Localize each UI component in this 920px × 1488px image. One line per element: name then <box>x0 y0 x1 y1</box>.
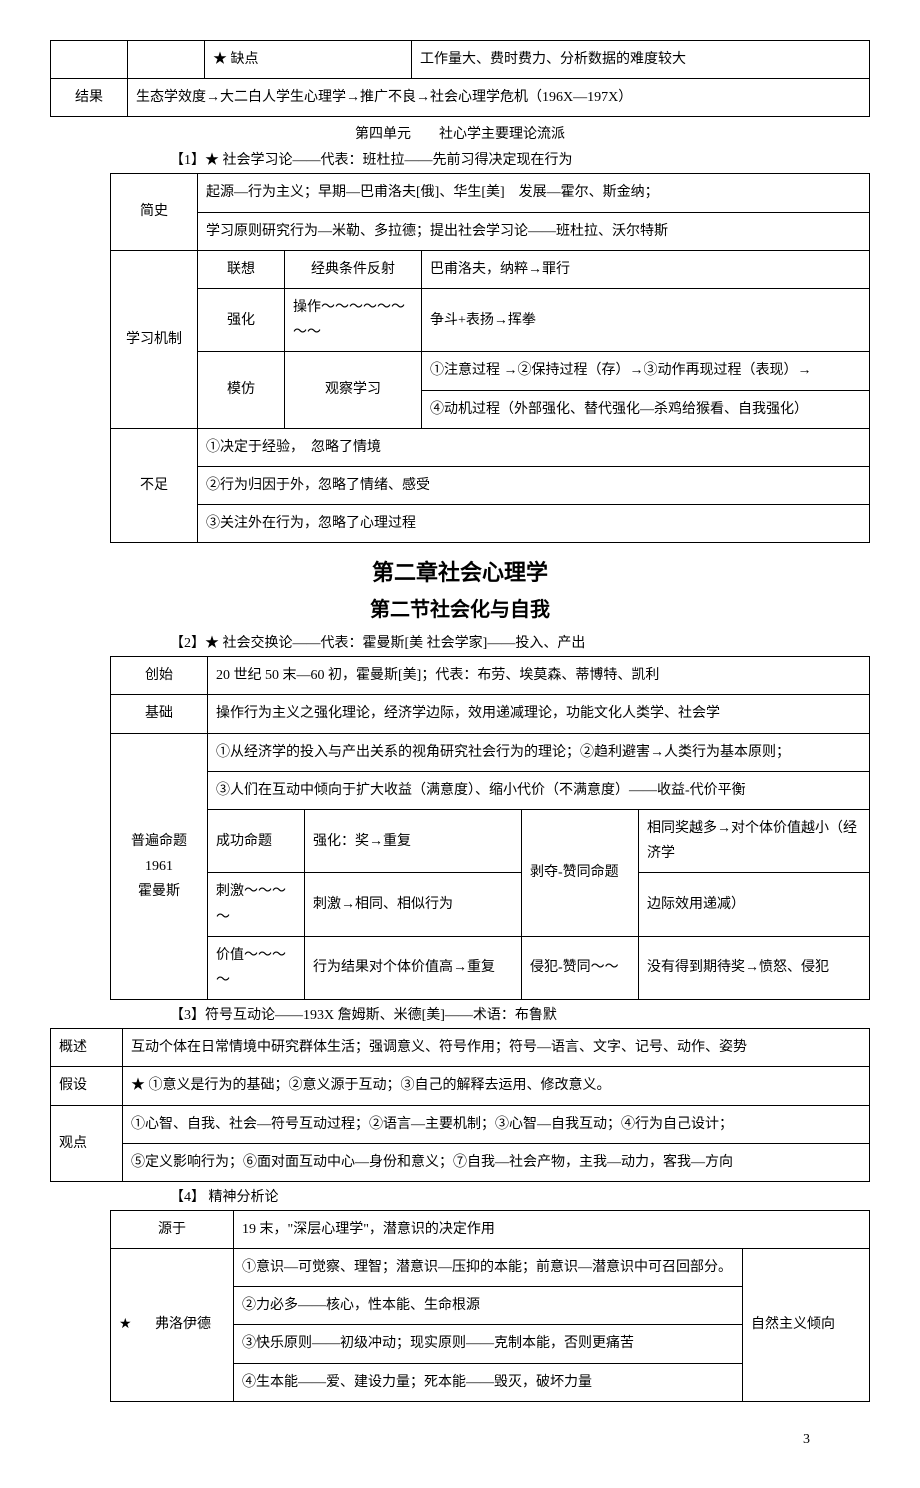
label: 普遍命题 <box>131 834 187 849</box>
cell: 刺激→相同、相似行为 <box>305 873 522 936</box>
cell: 概述 <box>51 1029 123 1067</box>
cell: 弗洛伊德 <box>147 1249 234 1402</box>
cell: 行为结果对个体价值高→重复 <box>305 936 522 999</box>
page-number: 3 <box>50 1432 870 1448</box>
top-table: ★ 缺点 工作量大、费时费力、分析数据的难度较大 结果 生态学效度→大二白人学生… <box>50 40 870 117</box>
cell: 结果 <box>51 79 128 117</box>
cell: 19 末，"深层心理学"，潜意识的决定作用 <box>234 1210 870 1248</box>
cell: ③人们在互动中倾向于扩大收益（满意度）、缩小代价（不满意度）——收益-代价平衡 <box>208 771 870 809</box>
cell: ①从经济学的投入与产出关系的视角研究社会行为的理论；②趋利避害→人类行为基本原则… <box>208 733 870 771</box>
label: 霍曼斯 <box>138 884 180 899</box>
section3-table: 概述 互动个体在日常情境中研究群体生活；强调意义、符号作用；符号—语言、文字、记… <box>50 1028 870 1182</box>
chapter-title: 第二章社会心理学 <box>50 555 870 587</box>
cell: ★ 缺点 <box>205 41 412 79</box>
cell: ④生本能——爱、建设力量；死本能——毁灭，破坏力量 <box>234 1363 743 1401</box>
cell: 成功命题 <box>208 810 305 873</box>
cell: 强化：奖→重复 <box>305 810 522 873</box>
cell: 经典条件反射 <box>285 250 422 288</box>
cell: ②行为归因于外，忽略了情绪、感受 <box>198 466 870 504</box>
cell: 剥夺-赞同命题 <box>522 810 639 937</box>
section4-table: 源于 19 末，"深层心理学"，潜意识的决定作用 ★ 弗洛伊德 ①意识—可觉察、… <box>110 1210 870 1402</box>
cell: ④动机过程（外部强化、替代强化—杀鸡给猴看、自我强化） <box>422 390 870 428</box>
cell: 创始 <box>111 657 208 695</box>
cell: 自然主义倾向 <box>743 1249 870 1402</box>
cell: 学习原则研究行为—米勒、多拉德；提出社会学习论——班杜拉、沃尔特斯 <box>198 212 870 250</box>
cell: 没有得到期待奖→愤怒、侵犯 <box>639 936 870 999</box>
cell: 观点 <box>51 1105 123 1181</box>
cell: 操作～～～～～～～～ <box>285 288 422 351</box>
cell: 假设 <box>51 1067 123 1105</box>
cell: 边际效用递减） <box>639 873 870 936</box>
cell: ①注意过程 →②保持过程（存）→③动作再现过程（表现）→ <box>422 352 870 390</box>
cell: ⑤定义影响行为；⑥面对面互动中心—身份和意义；⑦自我—社会产物，主我—动力，客我… <box>123 1143 870 1181</box>
cell: 简史 <box>111 174 198 250</box>
section4-caption: 【4】 精神分析论 <box>170 1186 870 1206</box>
cell: ①意识—可觉察、理智；潜意识—压抑的本能；前意识—潜意识中可召回部分。 <box>234 1249 743 1287</box>
section2-table: 创始 20 世纪 50 末—60 初，霍曼斯[美]；代表：布劳、埃莫森、蒂博特、… <box>110 656 870 1000</box>
cell: 工作量大、费时费力、分析数据的难度较大 <box>412 41 870 79</box>
cell: 模仿 <box>198 352 285 428</box>
cell <box>128 41 205 79</box>
cell: 源于 <box>111 1210 234 1248</box>
cell: 巴甫洛夫，纳粹→罪行 <box>422 250 870 288</box>
section1-table: 简史 起源—行为主义；早期—巴甫洛夫[俄]、华生[美] 发展—霍尔、斯金纳； 学… <box>110 173 870 543</box>
section2-caption: 【2】★ 社会交换论——代表：霍曼斯[美 社会学家]——投入、产出 <box>170 632 870 652</box>
cell: 操作行为主义之强化理论，经济学边际，效用递减理论，功能文化人类学、社会学 <box>208 695 870 733</box>
cell: 20 世纪 50 末—60 初，霍曼斯[美]；代表：布劳、埃莫森、蒂博特、凯利 <box>208 657 870 695</box>
label: 1961 <box>145 859 173 874</box>
cell: 互动个体在日常情境中研究群体生活；强调意义、符号作用；符号—语言、文字、记号、动… <box>123 1029 870 1067</box>
cell: 生态学效度→大二白人学生心理学→推广不良→社会心理学危机（196X—197X） <box>128 79 870 117</box>
cell: 基础 <box>111 695 208 733</box>
unit-title: 第四单元 社心学主要理论流派 <box>50 123 870 143</box>
section1-caption: 【1】★ 社会学习论——代表：班杜拉——先前习得决定现在行为 <box>170 149 870 169</box>
section3-caption: 【3】符号互动论——193X 詹姆斯、米德[美]——术语：布鲁默 <box>170 1004 870 1024</box>
cell: 学习机制 <box>111 250 198 428</box>
cell: 普遍命题 1961 霍曼斯 <box>111 733 208 1000</box>
cell: 联想 <box>198 250 285 288</box>
cell: 起源—行为主义；早期—巴甫洛夫[俄]、华生[美] 发展—霍尔、斯金纳； <box>198 174 870 212</box>
cell: ①决定于经验， 忽略了情境 <box>198 428 870 466</box>
cell: 观察学习 <box>285 352 422 428</box>
cell <box>51 41 128 79</box>
cell: 侵犯-赞同～～ <box>522 936 639 999</box>
cell: ★ <box>111 1249 148 1402</box>
cell: 不足 <box>111 428 198 543</box>
section-title: 第二节社会化与自我 <box>50 593 870 622</box>
cell: ①心智、自我、社会—符号互动过程；②语言—主要机制；③心智—自我互动；④行为自己… <box>123 1105 870 1143</box>
cell: ★ ①意义是行为的基础；②意义源于互动；③自己的解释去运用、修改意义。 <box>123 1067 870 1105</box>
cell: 强化 <box>198 288 285 351</box>
cell: ②力必多——核心，性本能、生命根源 <box>234 1287 743 1325</box>
cell: ③关注外在行为，忽略了心理过程 <box>198 505 870 543</box>
cell: 刺激～～～～ <box>208 873 305 936</box>
cell: ③快乐原则——初级冲动；现实原则——克制本能，否则更痛苦 <box>234 1325 743 1363</box>
cell: 价值～～～～ <box>208 936 305 999</box>
cell: 争斗+表扬→挥拳 <box>422 288 870 351</box>
cell: 相同奖越多→对个体价值越小（经济学 <box>639 810 870 873</box>
